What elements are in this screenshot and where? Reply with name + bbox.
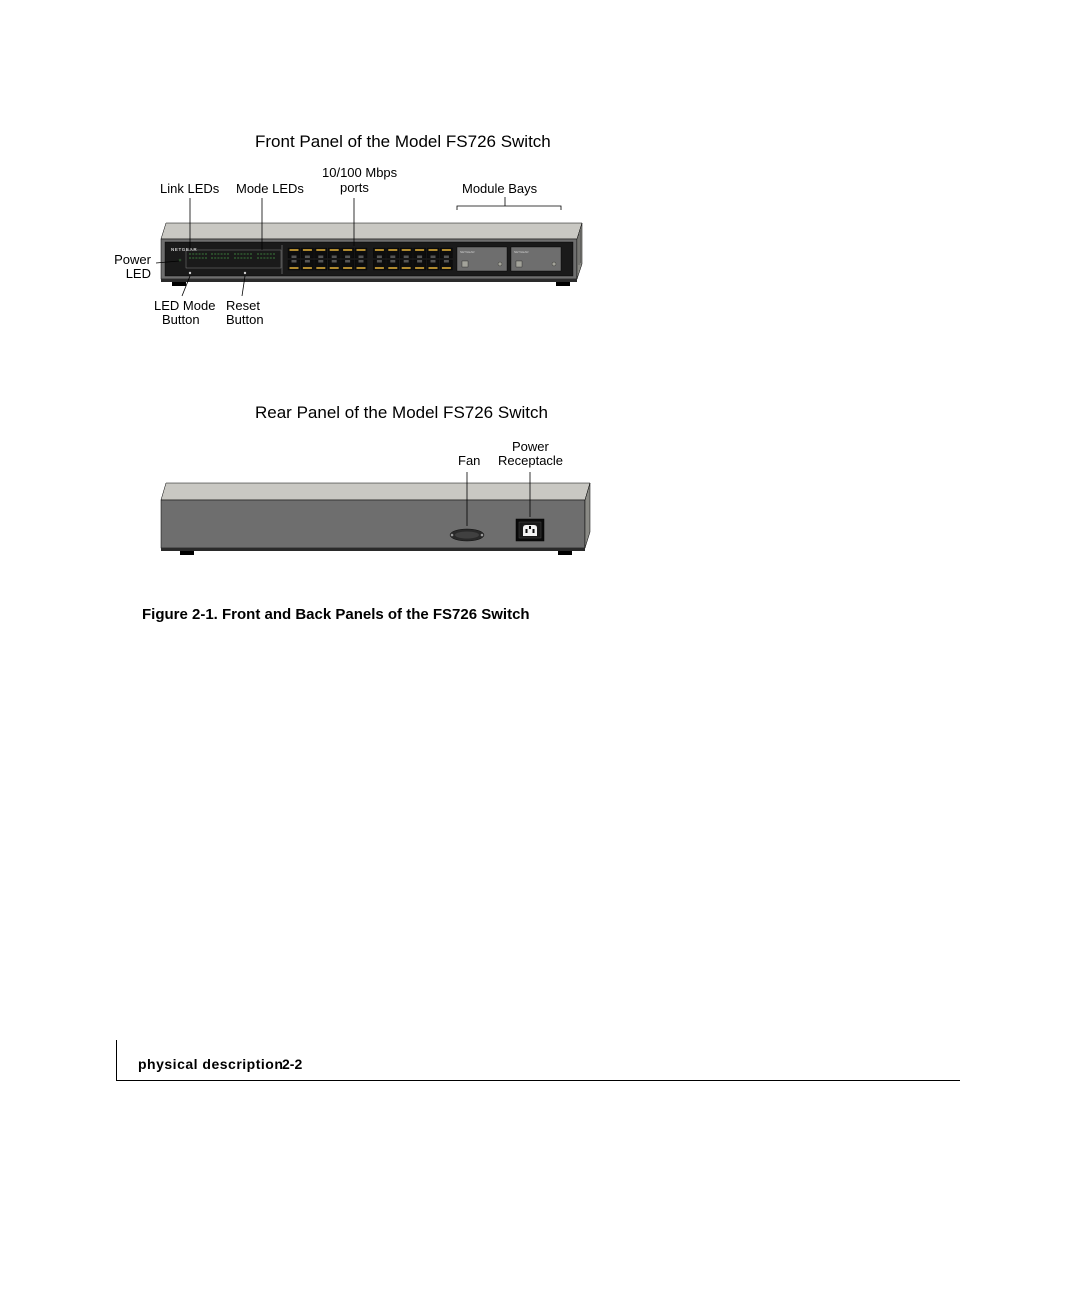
fan-vent (450, 529, 484, 541)
footer-page: 2-2 (282, 1056, 302, 1072)
figure-caption: Figure 2-1. Front and Back Panels of the… (142, 606, 530, 623)
footer-section: physical description (138, 1056, 283, 1072)
svg-text:NETGEAR: NETGEAR (460, 250, 475, 254)
footer-horizontal-rule (116, 1080, 960, 1081)
footer-vertical-rule (116, 1040, 117, 1080)
power-receptacle (516, 519, 544, 541)
page: Front Panel of the Model FS726 Switch Re… (0, 0, 1080, 1296)
rear-panel-diagram (160, 440, 600, 570)
brand-text: NETGEAR (171, 247, 197, 252)
svg-text:NETGEAR: NETGEAR (514, 250, 529, 254)
rear-panel-title: Rear Panel of the Model FS726 Switch (255, 403, 548, 423)
front-panel-diagram: NETGEAR (110, 160, 600, 330)
front-panel-title: Front Panel of the Model FS726 Switch (255, 132, 551, 152)
